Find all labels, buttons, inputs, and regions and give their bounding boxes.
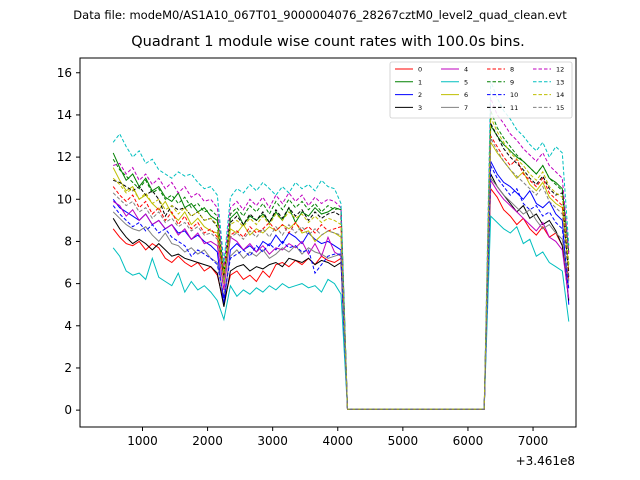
legend-label-9: 9: [510, 78, 514, 86]
legend-label-7: 7: [464, 104, 468, 112]
legend-label-8: 8: [510, 66, 514, 74]
x-offset-label: +3.461e8: [516, 454, 575, 468]
y-tick-label: 4: [64, 319, 72, 333]
y-tick-label: 6: [64, 277, 72, 291]
series-line-7: [112, 176, 570, 410]
legend-label-15: 15: [556, 104, 564, 112]
legend-label-0: 0: [418, 66, 422, 74]
legend-label-12: 12: [556, 66, 564, 74]
legend-label-1: 1: [418, 78, 422, 86]
series-line-8: [112, 134, 570, 410]
series-line-15: [112, 137, 570, 410]
series-line-5: [112, 214, 570, 410]
y-tick-label: 12: [57, 150, 72, 164]
y-tick-label: 2: [64, 361, 72, 375]
legend-box: [389, 61, 573, 119]
series-line-14: [112, 116, 570, 410]
legend-label-11: 11: [510, 104, 518, 112]
legend-label-10: 10: [510, 91, 518, 99]
data-file-label: Data file: modeM0/AS1A10_067T01_90000040…: [73, 8, 567, 22]
y-tick-label: 16: [57, 66, 72, 80]
x-tick-label: 7000: [518, 434, 549, 448]
legend-label-5: 5: [464, 78, 468, 86]
x-tick-label: 5000: [388, 434, 419, 448]
x-tick-label: 6000: [453, 434, 484, 448]
legend-label-4: 4: [464, 66, 468, 74]
legend-label-6: 6: [464, 91, 468, 99]
legend-label-13: 13: [556, 78, 564, 86]
series-line-10: [112, 165, 570, 410]
y-tick-label: 10: [57, 192, 72, 206]
x-tick-label: 1000: [127, 434, 158, 448]
y-tick-label: 14: [57, 108, 72, 122]
series-line-2: [112, 161, 570, 410]
y-tick-label: 0: [64, 403, 72, 417]
legend-label-2: 2: [418, 91, 422, 99]
legend-label-14: 14: [556, 91, 564, 99]
series-layer: [112, 81, 570, 410]
x-tick-label: 3000: [257, 434, 288, 448]
plot-frame: [79, 57, 577, 428]
axes-layer: 1000 2000 3000 4000 5000 6000 7000024681012141…: [57, 57, 577, 468]
chart-title: Quadrant 1 module wise count rates with …: [131, 34, 525, 50]
legend-label-3: 3: [418, 104, 422, 112]
y-tick-label: 8: [64, 234, 72, 248]
x-tick-label: 4000: [322, 434, 353, 448]
x-tick-label: 2000: [192, 434, 223, 448]
